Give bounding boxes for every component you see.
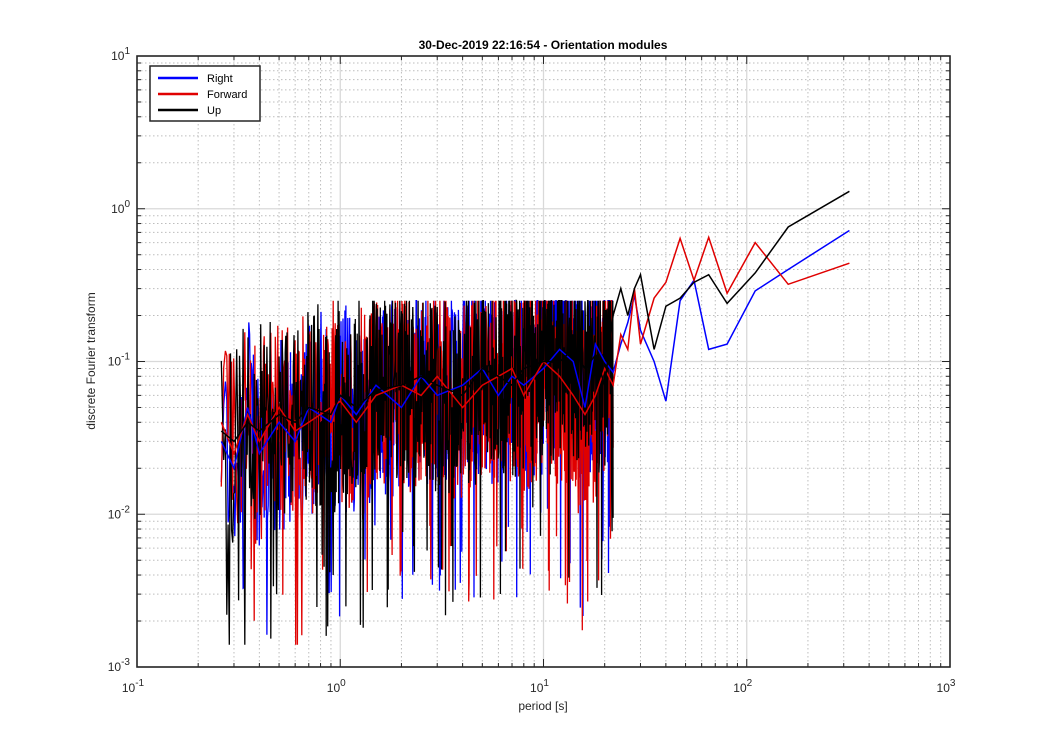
- x-tick-label: 100: [327, 678, 346, 695]
- legend-label-forward: Forward: [207, 89, 247, 101]
- x-tick-label: 101: [530, 678, 549, 695]
- x-tick-labels: 10-1 100 101 102 103: [122, 678, 956, 695]
- y-tick-label: 10-2: [108, 504, 131, 521]
- y-tick-labels: 10-3 10-2 10-1 100 101: [108, 46, 131, 674]
- chart-title: 30-Dec-2019 22:16:54 - Orientation modul…: [419, 38, 668, 52]
- y-tick-label: 10-3: [108, 657, 131, 674]
- x-axis-title: period [s]: [518, 699, 567, 713]
- x-tick-label: 102: [733, 678, 752, 695]
- series-up-noise-trace: [220, 299, 614, 645]
- legend-label-up: Up: [207, 105, 221, 117]
- series-up-line: [220, 190, 850, 443]
- x-tick-label: 10-1: [122, 678, 145, 695]
- tick-marks: [136, 55, 951, 668]
- y-tick-label: 101: [111, 46, 130, 63]
- y-tick-label: 10-1: [108, 352, 131, 369]
- legend-label-right: Right: [207, 73, 233, 85]
- x-tick-label: 103: [937, 678, 956, 695]
- legend: Right Forward Up: [149, 65, 261, 122]
- y-tick-label: 100: [111, 199, 130, 216]
- series-lines: [220, 190, 850, 471]
- series-right-line: [220, 229, 850, 471]
- y-axis-title: discrete Fourier transform: [84, 292, 98, 429]
